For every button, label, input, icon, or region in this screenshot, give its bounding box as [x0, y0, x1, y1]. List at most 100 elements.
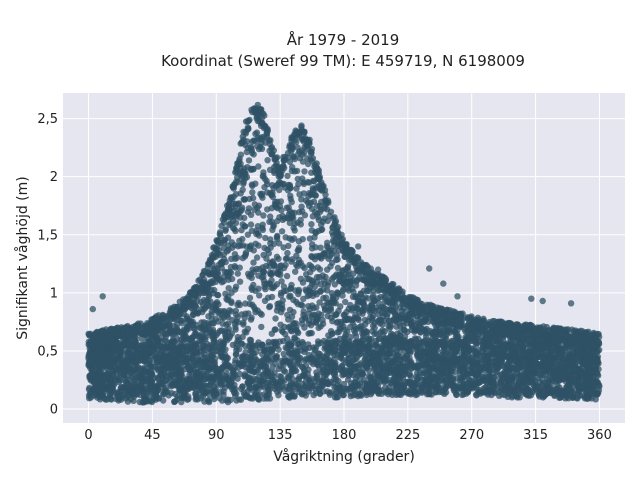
data-point	[276, 373, 283, 380]
data-point	[255, 209, 262, 216]
data-point	[474, 357, 481, 364]
data-point	[277, 384, 284, 391]
data-point	[422, 328, 429, 335]
data-point	[250, 166, 257, 173]
data-point	[260, 269, 268, 276]
data-point	[349, 293, 357, 300]
data-point	[239, 186, 246, 193]
data-point	[443, 349, 451, 356]
data-point	[352, 303, 359, 311]
data-point	[292, 326, 299, 334]
data-point	[320, 294, 327, 302]
data-point	[339, 287, 347, 294]
data-point	[259, 226, 267, 233]
data-point	[313, 318, 320, 325]
data-point	[311, 283, 319, 290]
data-point	[320, 286, 327, 293]
data-point	[250, 268, 258, 276]
data-point	[319, 218, 326, 225]
data-point	[255, 285, 262, 292]
data-point	[334, 264, 342, 272]
data-point	[205, 322, 212, 330]
data-point	[312, 244, 319, 251]
data-point	[324, 266, 331, 273]
data-point	[239, 235, 246, 243]
data-point	[209, 279, 216, 287]
data-point	[299, 208, 306, 215]
data-point	[235, 299, 242, 307]
data-point	[244, 231, 252, 238]
data-point	[308, 221, 315, 228]
data-point	[198, 319, 205, 326]
data-point	[242, 251, 249, 258]
data-point	[208, 286, 215, 294]
data-point	[330, 247, 337, 255]
data-point	[252, 130, 259, 138]
data-point	[288, 236, 295, 243]
data-point	[328, 314, 335, 321]
data-point	[300, 308, 307, 315]
data-point	[290, 296, 297, 303]
data-point	[267, 270, 274, 278]
data-point	[289, 256, 296, 263]
data-point	[307, 322, 315, 329]
data-point	[216, 231, 223, 238]
data-point	[378, 309, 386, 316]
data-point	[269, 258, 277, 265]
data-point	[378, 317, 385, 324]
data-point	[240, 178, 247, 186]
data-point	[490, 358, 497, 365]
data-point	[260, 172, 267, 179]
data-point	[317, 244, 324, 251]
data-point	[333, 294, 340, 301]
data-point	[225, 276, 232, 283]
data-point	[289, 213, 296, 220]
data-point	[309, 292, 317, 300]
data-point	[271, 326, 278, 333]
data-point	[312, 229, 319, 237]
data-point	[232, 307, 240, 315]
data-point	[344, 278, 351, 286]
data-point	[272, 315, 279, 322]
data-point	[316, 299, 323, 306]
data-point	[261, 297, 269, 304]
data-point	[359, 299, 367, 306]
data-point	[314, 213, 322, 221]
data-point	[349, 317, 356, 324]
data-point	[347, 392, 354, 400]
data-point	[225, 242, 232, 249]
data-point	[323, 243, 331, 250]
data-point	[307, 191, 315, 198]
data-point	[242, 300, 249, 307]
data-point	[283, 204, 290, 211]
data-point	[336, 324, 343, 331]
data-point	[215, 309, 222, 316]
data-point	[295, 288, 302, 295]
data-point	[284, 172, 291, 180]
data-point	[237, 208, 244, 215]
data-point	[330, 274, 337, 281]
data-point	[299, 302, 306, 309]
data-point	[244, 325, 252, 332]
data-point	[262, 262, 270, 270]
data-point	[300, 190, 308, 197]
data-point	[233, 254, 241, 261]
data-point	[250, 259, 257, 266]
data-point	[246, 273, 253, 280]
data-point	[251, 201, 258, 208]
data-point	[276, 181, 283, 188]
data-point	[268, 191, 275, 199]
data-point	[307, 199, 314, 206]
data-point	[333, 310, 340, 318]
data-point	[332, 300, 339, 307]
data-point	[245, 157, 253, 164]
data-point	[221, 236, 229, 244]
data-point	[197, 298, 205, 306]
data-point	[257, 190, 264, 198]
data-point	[334, 318, 342, 325]
data-point	[386, 325, 393, 332]
data-point	[247, 221, 255, 228]
data-point	[277, 271, 284, 279]
data-point	[200, 333, 207, 340]
